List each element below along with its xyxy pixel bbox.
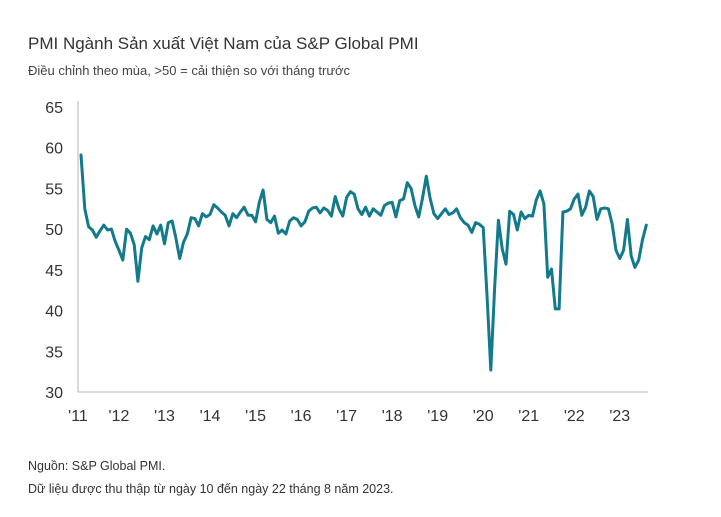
x-tick-label: '12: [109, 408, 130, 425]
chart-subtitle: Điều chỉnh theo mùa, >50 = cải thiện so …: [28, 63, 351, 78]
y-tick-label: 55: [45, 181, 63, 198]
pmi-series-line: [79, 153, 648, 372]
y-tick-label: 65: [45, 100, 63, 117]
collection-note: Dữ liệu được thu thập từ ngày 10 đến ngà…: [28, 482, 394, 496]
x-tick-label: '23: [609, 408, 630, 425]
y-tick-label: 45: [45, 263, 63, 280]
y-tick-label: 50: [45, 222, 63, 239]
y-tick-label: 30: [45, 385, 63, 402]
axes: [77, 101, 648, 393]
y-tick-label: 35: [45, 344, 63, 361]
x-axis-ticks: '11 '12 '13 '14 '15 '16 '17 '18 '19 '20 '21 '22 '23: [68, 408, 630, 425]
x-tick-label: '14: [200, 408, 221, 425]
x-tick-label: '13: [154, 408, 175, 425]
x-tick-label: '15: [245, 408, 266, 425]
x-tick-label: '21: [518, 408, 539, 425]
chart-title: PMI Ngành Sản xuất Việt Nam của S&P Glob…: [28, 34, 419, 53]
x-tick-label: '22: [564, 408, 585, 425]
y-tick-label: 40: [45, 304, 63, 321]
series-group: [79, 153, 648, 372]
x-tick-label: '19: [427, 408, 448, 425]
source-note: Nguồn: S&P Global PMI.: [28, 459, 166, 473]
x-tick-label: '18: [382, 408, 403, 425]
x-tick-label: '20: [473, 408, 494, 425]
y-tick-label: 60: [45, 141, 63, 158]
x-tick-label: '11: [68, 408, 88, 425]
x-tick-label: '16: [291, 408, 312, 425]
y-axis-ticks: 30 35 40 45 50 55 60 65: [45, 100, 63, 402]
x-tick-label: '17: [336, 408, 357, 425]
